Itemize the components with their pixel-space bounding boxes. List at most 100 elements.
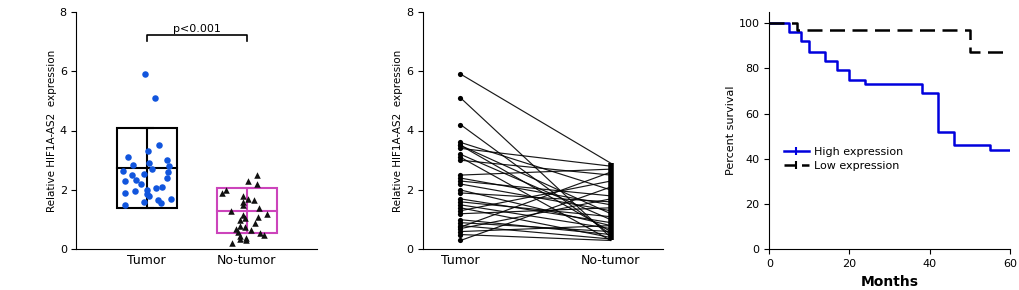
High expression bbox=[930, 130, 943, 133]
High expression bbox=[843, 78, 855, 81]
High expression bbox=[851, 78, 863, 81]
High expression bbox=[830, 69, 843, 72]
Y-axis label: Percent survival: Percent survival bbox=[726, 86, 735, 175]
High expression bbox=[915, 91, 927, 95]
Point bbox=[451, 140, 468, 145]
Point bbox=[451, 229, 468, 234]
Point bbox=[232, 237, 249, 241]
Point bbox=[451, 225, 468, 229]
X-axis label: Months: Months bbox=[860, 275, 918, 289]
Point bbox=[132, 182, 149, 186]
Point bbox=[140, 149, 156, 154]
Point bbox=[451, 143, 468, 148]
Line: Low expression: Low expression bbox=[768, 23, 1009, 52]
Point bbox=[148, 186, 164, 191]
Point bbox=[451, 220, 468, 225]
Point bbox=[159, 176, 175, 180]
Point bbox=[137, 72, 153, 76]
Text: p<0.001: p<0.001 bbox=[172, 24, 220, 34]
Point bbox=[451, 143, 468, 148]
Point bbox=[451, 155, 468, 160]
Point bbox=[116, 179, 132, 183]
Point bbox=[236, 216, 253, 220]
Point bbox=[247, 220, 263, 225]
Point bbox=[159, 158, 175, 162]
Point bbox=[451, 238, 468, 243]
Point bbox=[120, 155, 137, 160]
Text: C: C bbox=[715, 0, 729, 1]
Point bbox=[117, 191, 133, 195]
Point bbox=[251, 205, 267, 210]
Point bbox=[451, 176, 468, 180]
Point bbox=[141, 194, 157, 198]
Point bbox=[229, 229, 246, 234]
Point bbox=[243, 228, 259, 232]
Point bbox=[160, 170, 176, 175]
Point bbox=[451, 209, 468, 213]
Point bbox=[151, 143, 167, 148]
Point bbox=[136, 200, 152, 204]
Point bbox=[126, 189, 143, 194]
Point bbox=[250, 214, 266, 219]
Bar bbox=[116, 128, 176, 208]
Point bbox=[154, 185, 170, 189]
Point bbox=[252, 231, 268, 235]
Point bbox=[125, 162, 142, 167]
Point bbox=[451, 197, 468, 201]
Point bbox=[239, 197, 256, 201]
Point bbox=[451, 200, 468, 204]
Point bbox=[153, 201, 169, 206]
Point bbox=[234, 202, 251, 207]
Point bbox=[256, 232, 272, 237]
Point bbox=[218, 188, 234, 192]
High expression bbox=[874, 82, 887, 86]
Point bbox=[451, 95, 468, 100]
High expression bbox=[947, 144, 959, 147]
Point bbox=[451, 202, 468, 207]
Point bbox=[227, 226, 244, 231]
Bar bbox=[217, 188, 277, 233]
Point bbox=[451, 122, 468, 127]
Point bbox=[147, 95, 163, 100]
Point bbox=[214, 191, 230, 195]
High expression bbox=[903, 82, 915, 86]
Point bbox=[124, 173, 141, 177]
Point bbox=[259, 211, 275, 216]
Point bbox=[139, 188, 155, 192]
Low expression bbox=[791, 28, 803, 31]
High expression bbox=[802, 51, 814, 54]
High expression bbox=[963, 144, 975, 147]
Point bbox=[239, 179, 256, 183]
Point bbox=[234, 194, 251, 198]
Point bbox=[222, 209, 238, 213]
Point bbox=[451, 152, 468, 157]
Point bbox=[231, 223, 248, 228]
Text: A: A bbox=[16, 0, 31, 1]
Line: High expression: High expression bbox=[768, 23, 1009, 150]
High expression bbox=[859, 82, 871, 86]
Point bbox=[141, 161, 157, 166]
Point bbox=[150, 198, 166, 203]
Point bbox=[249, 182, 265, 186]
High expression bbox=[955, 144, 967, 147]
Point bbox=[162, 197, 178, 201]
Point bbox=[451, 182, 468, 186]
Point bbox=[451, 72, 468, 76]
High expression bbox=[783, 30, 795, 34]
Low expression bbox=[943, 28, 955, 31]
Point bbox=[161, 164, 177, 168]
Point bbox=[451, 218, 468, 222]
Point bbox=[144, 167, 160, 171]
High expression bbox=[934, 130, 947, 133]
Y-axis label: Relative HIF1A-AS2  expression: Relative HIF1A-AS2 expression bbox=[393, 49, 403, 212]
Point bbox=[127, 177, 144, 182]
Point bbox=[234, 200, 251, 204]
Point bbox=[451, 179, 468, 183]
Point bbox=[117, 202, 133, 207]
Low expression bbox=[963, 51, 975, 54]
High expression bbox=[1003, 148, 1015, 151]
Point bbox=[231, 234, 248, 238]
Point bbox=[451, 173, 468, 177]
High expression bbox=[982, 148, 995, 151]
Point bbox=[246, 198, 262, 203]
